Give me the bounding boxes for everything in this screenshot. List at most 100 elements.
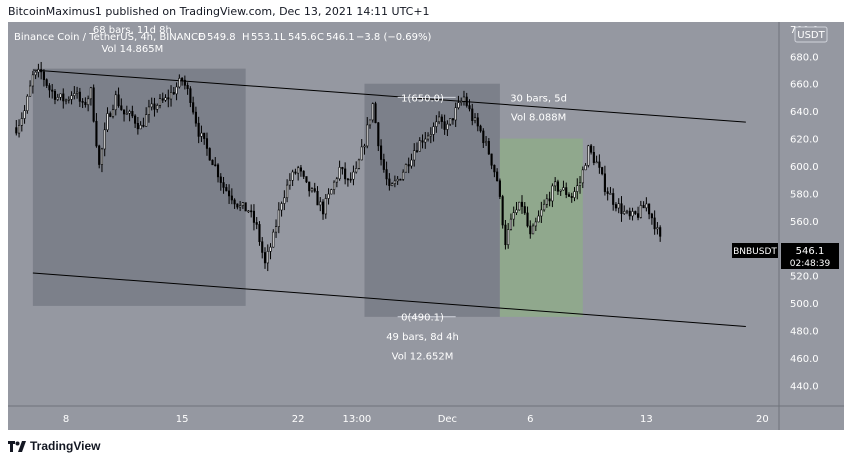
price-tick-label: 500.0 xyxy=(790,299,819,310)
candle-body xyxy=(64,99,68,102)
zone-dark xyxy=(364,83,500,317)
candle-body xyxy=(573,191,576,198)
time-tick-label: 13:00 xyxy=(342,414,371,425)
legend-open-label: O xyxy=(198,32,206,43)
candle-body xyxy=(236,203,239,208)
annotation-label: Vol 12.652M xyxy=(392,351,454,362)
annotation-label: Vol 8.088M xyxy=(511,113,566,124)
ticker-label: BNBUSDT xyxy=(733,247,777,257)
candle-body xyxy=(562,187,565,191)
candle-body xyxy=(349,178,352,181)
candle-body xyxy=(161,98,164,101)
candle-body xyxy=(443,121,446,130)
candle-body xyxy=(261,241,264,253)
candle-body xyxy=(642,205,645,209)
candle-body xyxy=(410,159,413,167)
legend-low-label: L xyxy=(280,32,286,43)
candle-body xyxy=(167,97,170,100)
channel-lower-line xyxy=(32,272,746,327)
candle-body xyxy=(590,145,593,153)
annotation-label: 68 bars, 11d 8h xyxy=(93,25,172,36)
candle-body xyxy=(70,95,73,100)
candle-body xyxy=(67,99,70,101)
candle-body xyxy=(468,105,471,110)
price-tick-label: 660.0 xyxy=(790,80,819,91)
candle-body xyxy=(51,89,54,92)
candle-body xyxy=(158,98,162,106)
candle-body xyxy=(534,221,537,227)
currency-button[interactable]: USDT xyxy=(794,26,828,43)
fib-levels xyxy=(397,96,456,318)
price-tick-label: 640.0 xyxy=(790,107,819,118)
time-tick-label: 13 xyxy=(640,414,653,425)
candle-body xyxy=(73,93,76,96)
candle-body xyxy=(321,201,325,215)
candle-body xyxy=(266,251,269,264)
candle-body xyxy=(426,135,430,140)
price-tick-label: 480.0 xyxy=(790,327,819,338)
legend-close-label: C xyxy=(317,32,324,43)
candle-body xyxy=(523,206,526,214)
candle-body xyxy=(601,167,604,175)
candle-body xyxy=(584,165,587,171)
publisher-line: BitcoinMaximus1 published on TradingView… xyxy=(8,5,430,18)
candle-body xyxy=(509,218,513,230)
candle-body xyxy=(614,204,618,209)
candle-body xyxy=(628,210,631,217)
candle-body xyxy=(125,112,128,115)
time-tick-label: Dec xyxy=(438,414,457,425)
legend-change: −3.8 (−0.69%) xyxy=(356,32,432,43)
candle-body xyxy=(297,167,300,174)
price-tick-label: 440.0 xyxy=(790,381,819,392)
candle-body xyxy=(421,140,424,143)
candle-body xyxy=(625,210,629,213)
zone-dark xyxy=(32,68,246,306)
candle-body xyxy=(515,209,518,213)
candles xyxy=(15,61,662,272)
candle-body xyxy=(92,87,95,122)
candle-body xyxy=(518,201,521,211)
tradingview-logo-icon xyxy=(8,440,26,452)
candle-body xyxy=(449,118,452,125)
candle-body xyxy=(587,145,590,166)
candle-body xyxy=(280,203,283,211)
candle-body xyxy=(396,178,399,182)
candle-body xyxy=(606,191,609,194)
candle-body xyxy=(62,93,65,102)
candle-body xyxy=(134,115,137,124)
price-tag xyxy=(781,243,839,269)
candle-body xyxy=(103,129,106,150)
candle-body xyxy=(338,167,341,180)
legend-open-value: 549.8 xyxy=(207,32,236,43)
candle-body xyxy=(150,103,153,108)
candle-body xyxy=(407,164,410,167)
candle-body xyxy=(344,168,347,180)
chart-container[interactable]: 68 bars, 11d 8h Vol 14.865M 1(650.0) 30 bar… xyxy=(8,22,844,430)
candle-body xyxy=(623,211,626,214)
candle-body xyxy=(476,117,479,127)
candle-body xyxy=(501,196,504,226)
candle-body xyxy=(15,127,18,134)
candle-body xyxy=(250,210,253,213)
candle-body xyxy=(310,188,314,192)
time-tick-label: 6 xyxy=(527,414,533,425)
candle-body xyxy=(283,197,286,204)
candle-body xyxy=(496,171,499,182)
candle-body xyxy=(89,87,92,100)
candle-body xyxy=(526,212,529,227)
candle-body xyxy=(451,118,454,121)
candle-body xyxy=(186,85,189,89)
candle-body xyxy=(374,103,377,124)
candle-body xyxy=(81,101,84,103)
price-chart[interactable]: 68 bars, 11d 8h Vol 14.865M 1(650.0) 30 bar… xyxy=(8,22,844,430)
candle-body xyxy=(357,159,361,169)
candle-body xyxy=(45,79,48,86)
candle-body xyxy=(551,185,554,202)
candle-body xyxy=(189,88,192,103)
price-tick-label: 520.0 xyxy=(790,272,819,283)
candle-body xyxy=(87,98,90,106)
ticker-tag xyxy=(732,243,778,258)
candle-body xyxy=(540,209,543,217)
candle-body xyxy=(479,125,482,132)
currency-button-frame[interactable] xyxy=(794,26,828,43)
